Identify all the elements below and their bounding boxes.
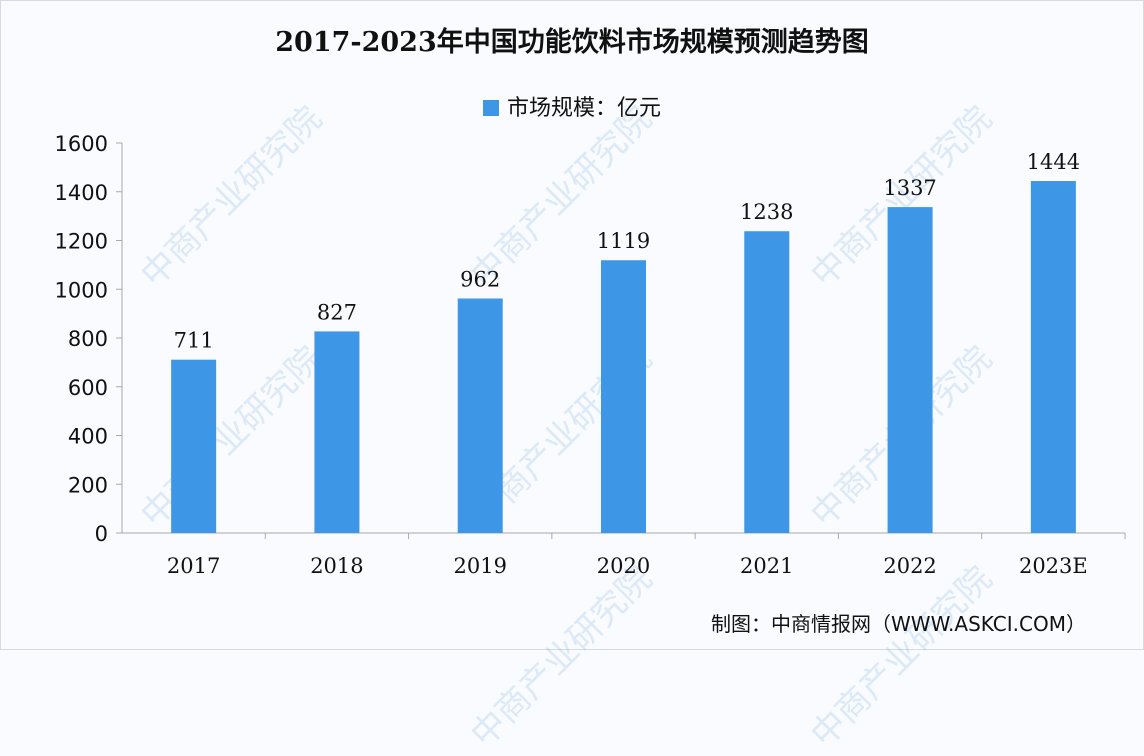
data-label: 827 (317, 300, 357, 324)
data-label: 711 (174, 329, 214, 353)
data-label: 1444 (1027, 150, 1080, 174)
x-tick-label: 2019 (453, 554, 506, 578)
y-tick-label: 200 (68, 473, 108, 497)
y-tick-label: 1400 (55, 181, 108, 205)
data-label: 962 (460, 268, 500, 292)
y-tick-label: 1600 (55, 132, 108, 156)
x-tick-label: 2020 (597, 554, 650, 578)
bar (1030, 181, 1076, 533)
x-tick-label: 2018 (310, 554, 363, 578)
y-tick-label: 1200 (55, 230, 108, 254)
data-label: 1119 (597, 229, 650, 253)
bar-chart: 0 200 400 600 800 1000 1200 1400 1600 711 2017 827 2… (55, 132, 1126, 578)
bar (171, 359, 217, 533)
x-tick-label: 2023E (1019, 554, 1088, 578)
bar (887, 207, 933, 533)
y-tick-label: 0 (95, 522, 108, 546)
source-note: 制图：中商情报网（WWW.ASKCI.COM） (711, 612, 1086, 636)
bar (744, 231, 790, 534)
bar (601, 260, 646, 533)
x-tick-label: 2017 (167, 554, 220, 578)
chart-title: 2017-2023年中国功能饮料市场规模预测趋势图 (275, 27, 869, 58)
y-tick-label: 400 (68, 425, 108, 449)
y-tick-label: 600 (68, 376, 108, 400)
legend-swatch (482, 100, 499, 116)
data-label: 1337 (883, 176, 936, 200)
bar (457, 298, 503, 533)
x-tick-label: 2022 (883, 554, 936, 578)
bar (314, 331, 360, 533)
data-label: 1238 (740, 200, 793, 224)
y-tick-label: 1000 (55, 278, 108, 302)
x-tick-label: 2021 (740, 554, 793, 578)
legend-label: 市场规模：亿元 (506, 96, 661, 121)
y-tick-label: 800 (68, 327, 108, 351)
legend: 市场规模：亿元 (0, 90, 1144, 122)
